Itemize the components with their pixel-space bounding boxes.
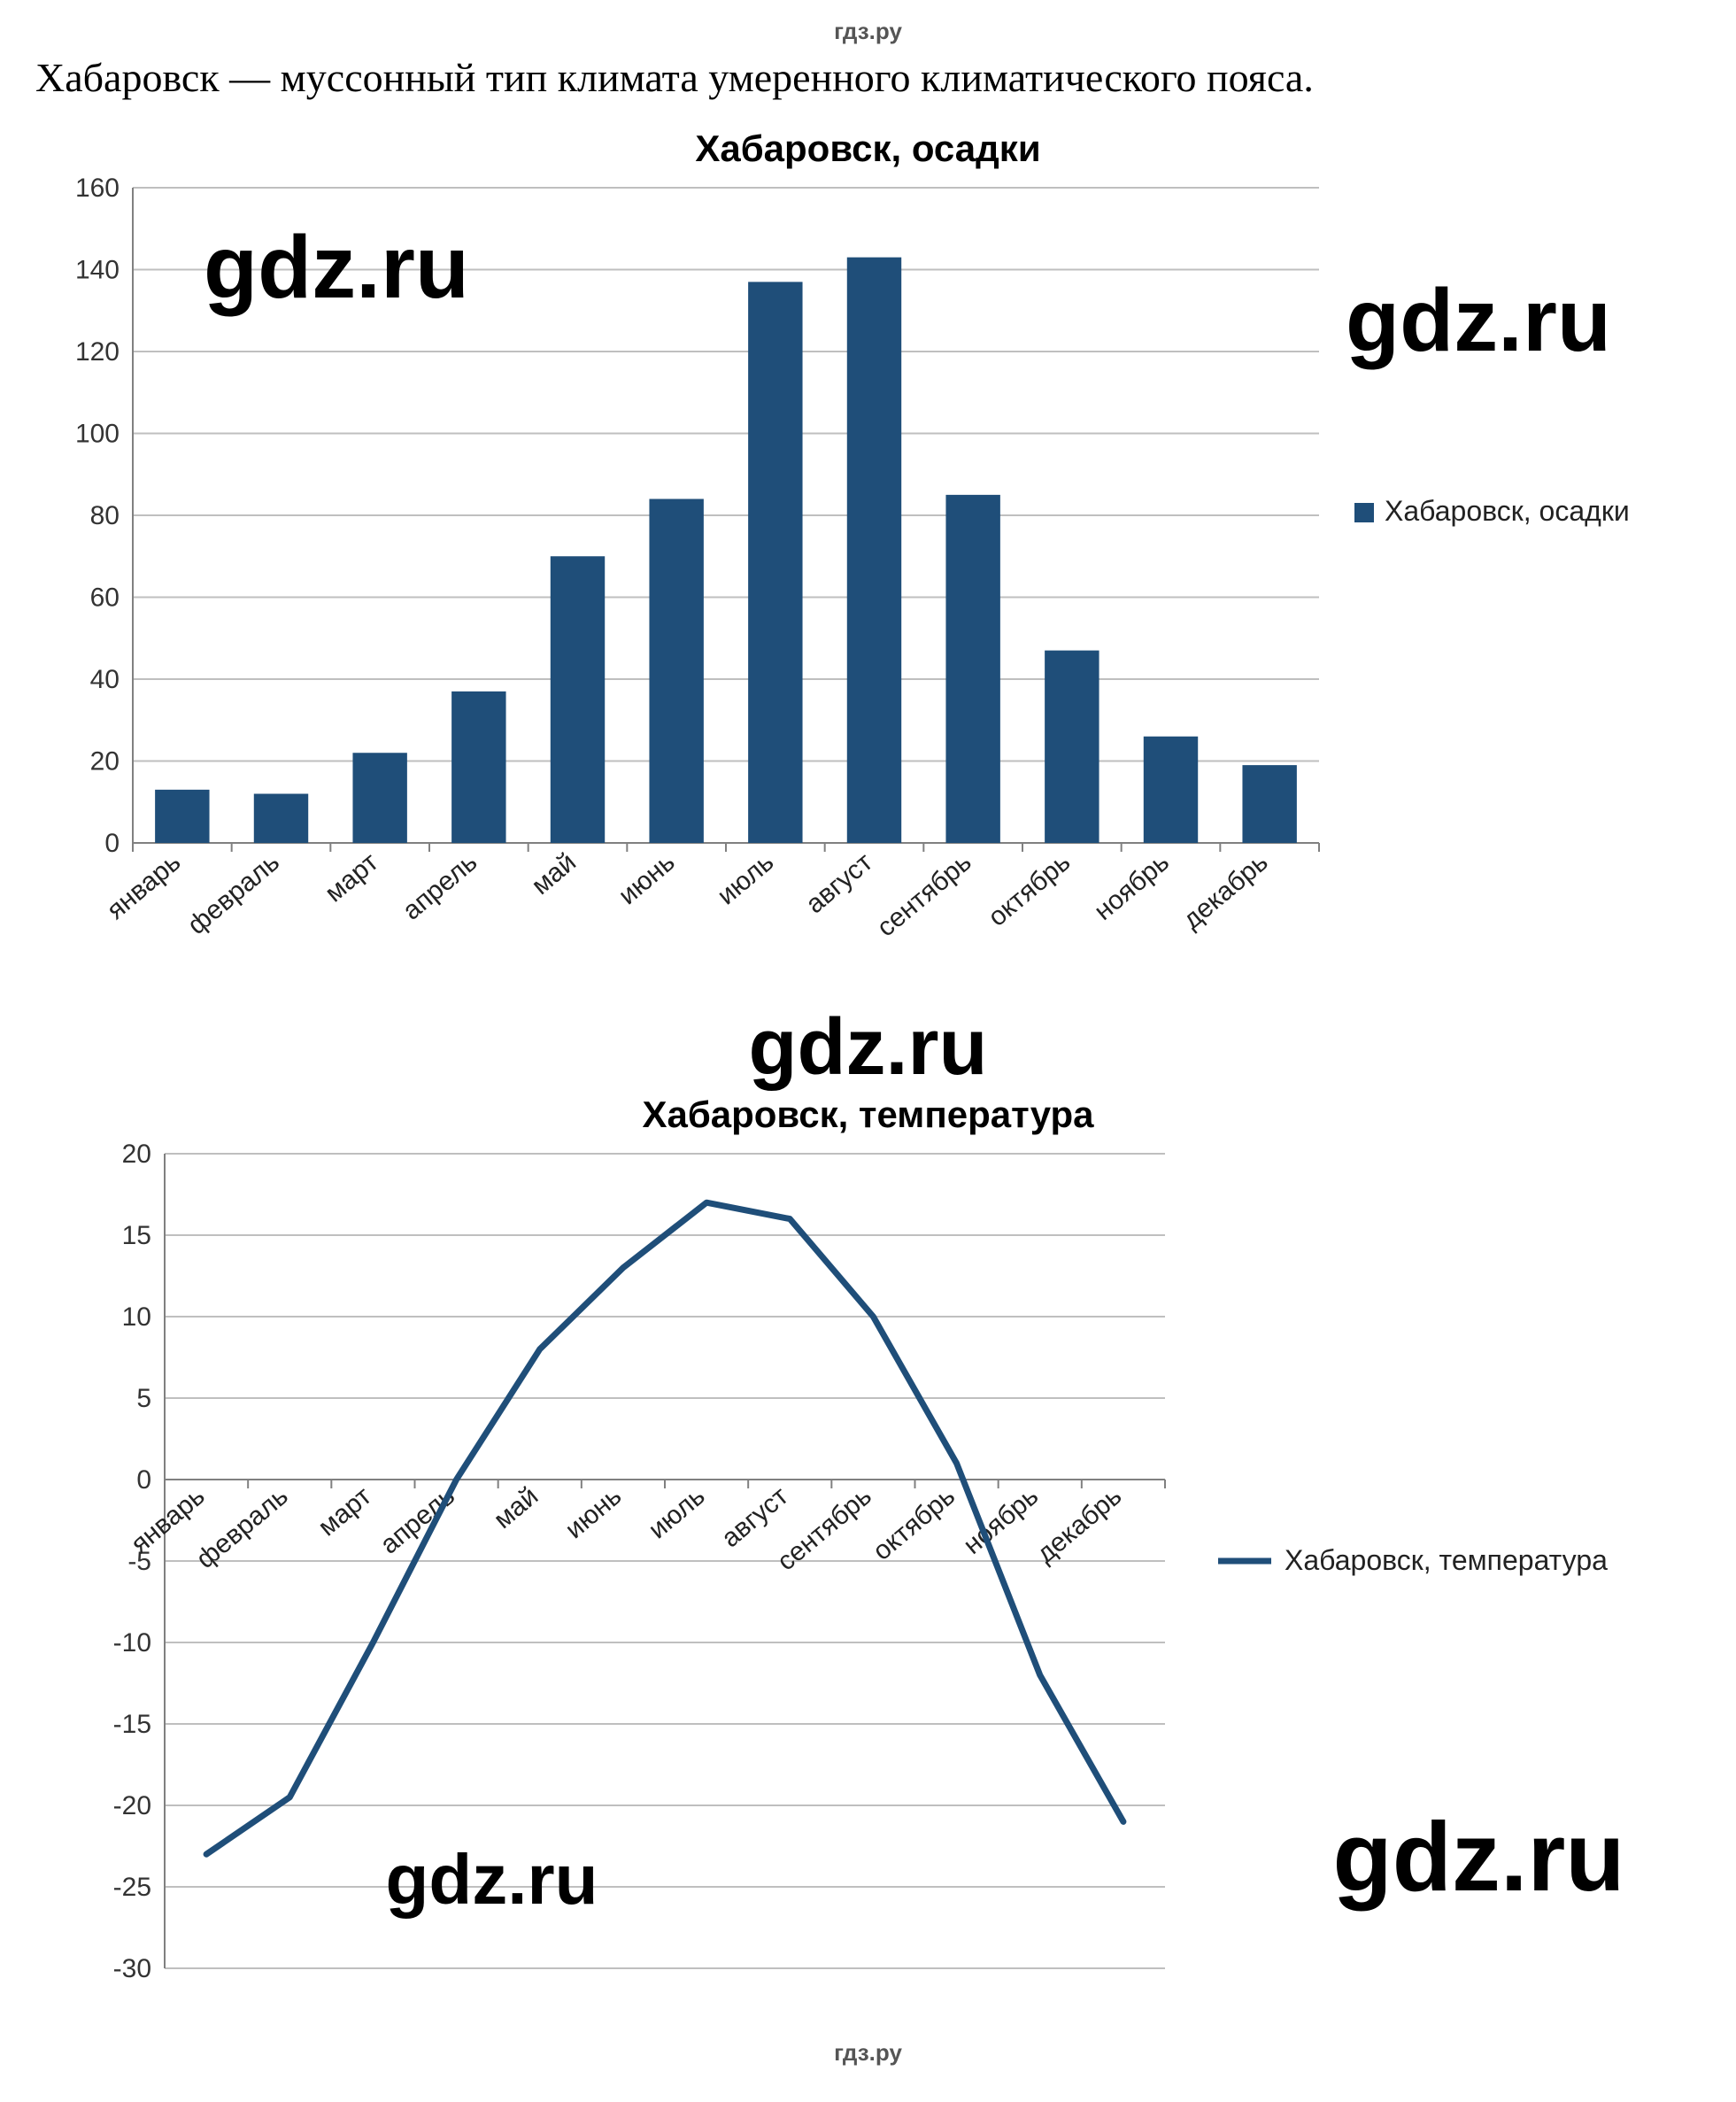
svg-text:5: 5 (136, 1384, 151, 1413)
svg-text:100: 100 (75, 420, 120, 449)
svg-text:20: 20 (121, 1140, 150, 1169)
svg-text:-30: -30 (112, 1954, 150, 1983)
watermark-center: gdz.ru (749, 1003, 988, 1092)
svg-text:160: 160 (75, 174, 120, 203)
svg-text:140: 140 (75, 256, 120, 285)
svg-text:Хабаровск, осадки: Хабаровск, осадки (1385, 495, 1630, 527)
svg-text:10: 10 (121, 1302, 150, 1332)
intro-text: Хабаровск — муссонный тип климата умерен… (35, 54, 1701, 101)
temp-chart-wrap: gdz.ru gdz.ru -30-25-20-15-10-505101520я… (58, 1136, 1678, 2021)
precip-chart-wrap: gdz.ru gdz.ru 020406080100120140160январ… (35, 170, 1726, 993)
svg-text:60: 60 (90, 583, 120, 613)
svg-text:80: 80 (90, 501, 120, 530)
temp-chart: -30-25-20-15-10-505101520январьфевральма… (58, 1136, 1678, 2021)
svg-text:40: 40 (90, 665, 120, 694)
svg-text:Хабаровск, температура: Хабаровск, температура (1285, 1544, 1608, 1576)
svg-text:15: 15 (121, 1221, 150, 1250)
precip-chart: 020406080100120140160январьфевральмартап… (35, 170, 1726, 993)
svg-text:20: 20 (90, 747, 120, 777)
temp-title: Хабаровск, температура (35, 1094, 1701, 1136)
page-root: гдз.ру Хабаровск — муссонный тип климата… (0, 0, 1736, 2102)
svg-text:120: 120 (75, 337, 120, 367)
svg-text:-25: -25 (112, 1873, 150, 1902)
precip-title: Хабаровск, осадки (35, 128, 1701, 170)
bottom-brand: гдз.ру (35, 2039, 1701, 2067)
svg-text:0: 0 (104, 829, 120, 858)
top-brand: гдз.ру (35, 18, 1701, 45)
svg-text:-20: -20 (112, 1791, 150, 1820)
svg-text:-10: -10 (112, 1628, 150, 1658)
svg-text:0: 0 (136, 1465, 151, 1495)
svg-text:-15: -15 (112, 1710, 150, 1739)
